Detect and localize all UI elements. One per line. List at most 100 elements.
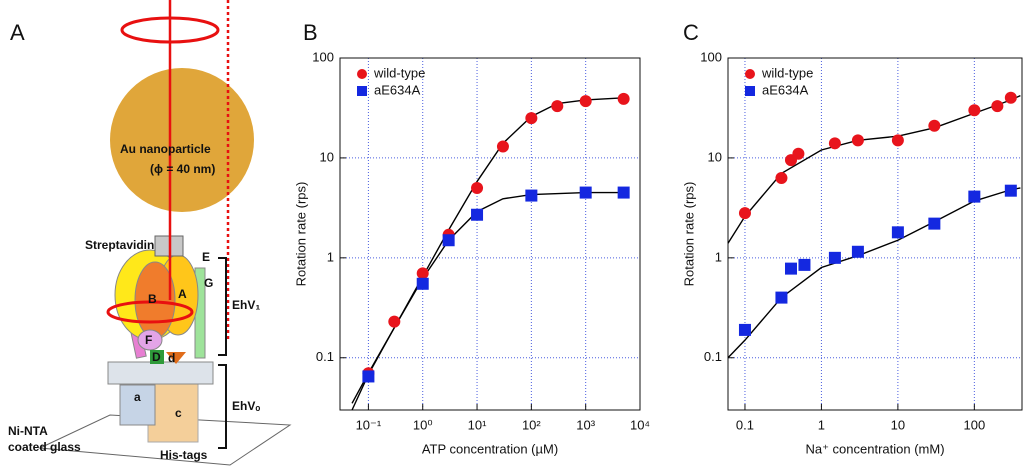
x-tick-label: 100 (963, 417, 985, 432)
diagram-label: G (204, 276, 213, 290)
y-tick-label: 100 (700, 49, 722, 64)
rotation-arrow (106, 300, 194, 324)
diagram-label: Streptavidin (85, 238, 154, 252)
diagram-label: Ni-NTA (8, 424, 48, 438)
diagram-label: F (145, 333, 152, 347)
diagram: Au nanoparticle (ϕ = 40 nm) Streptavidin… (8, 0, 292, 466)
rotation-arrow (120, 16, 220, 44)
legend-label: aE634A (762, 82, 809, 97)
marker (775, 291, 788, 304)
diagram-label: Au nanoparticle (120, 142, 211, 156)
marker (496, 140, 509, 153)
x-axis-label: ATP concentration (µM) (422, 441, 558, 456)
x-tick-label: 10³ (576, 417, 595, 432)
marker (551, 100, 564, 113)
panel-label: A (10, 20, 25, 45)
marker (968, 104, 981, 117)
marker (1004, 91, 1017, 104)
fit-line (727, 187, 1021, 359)
marker (784, 262, 797, 275)
x-tick-label: 10⁻¹ (356, 417, 382, 432)
marker (362, 370, 375, 383)
marker (579, 186, 592, 199)
y-axis-label: Rotation rate (rps) (681, 182, 696, 287)
nanoparticle (110, 68, 254, 212)
marker (442, 234, 455, 247)
x-tick-label: 1 (818, 417, 825, 432)
legend-marker (357, 86, 367, 96)
d-small (166, 352, 186, 364)
x-tick-label: 10⁰ (413, 417, 433, 432)
diagram-label: B (148, 292, 157, 306)
diagram-label: a (134, 390, 141, 404)
marker (828, 137, 841, 150)
y-tick-label: 1 (715, 249, 722, 264)
vo-top (107, 361, 214, 385)
marker (928, 217, 941, 230)
y-tick-label: 0.1 (316, 349, 334, 364)
x-axis-label: Na⁺ concentration (mM) (805, 441, 944, 456)
x-tick-label: 0.1 (736, 417, 754, 432)
panel-label: C (683, 20, 699, 45)
diagram-label: His-tags (160, 448, 208, 462)
marker (471, 181, 484, 194)
marker (828, 251, 841, 264)
diagram-label: d (168, 351, 175, 365)
d-subunit (150, 350, 164, 364)
plot-frame (727, 57, 1023, 411)
marker (851, 245, 864, 258)
marker (738, 323, 751, 336)
legend-label: wild-type (761, 65, 813, 80)
x-tick-label: 10⁴ (630, 417, 650, 432)
legend-marker (357, 69, 367, 79)
plot-frame (339, 57, 641, 411)
y-tick-label: 1 (327, 249, 334, 264)
marker (775, 171, 788, 184)
legend-marker (745, 69, 755, 79)
marker (798, 258, 811, 271)
marker (851, 134, 864, 147)
legend-marker (745, 86, 755, 96)
legend-label: aE634A (374, 82, 421, 97)
fit-line (351, 191, 624, 404)
x-tick-label: 10² (522, 417, 541, 432)
marker (579, 95, 592, 108)
diagram-label: D (152, 350, 161, 364)
diagram-label: E (202, 250, 210, 264)
bracket (218, 257, 227, 449)
marker (416, 277, 429, 290)
y-axis-label: Rotation rate (rps) (293, 182, 308, 287)
y-tick-label: 100 (312, 49, 334, 64)
diagram-label: coated glass (8, 440, 81, 454)
glass (38, 414, 292, 466)
marker (388, 315, 401, 328)
marker (891, 226, 904, 239)
diagram-label: EhV₁ (232, 298, 260, 312)
diagram-label: (ϕ = 40 nm) (150, 162, 215, 176)
marker (525, 112, 538, 125)
y-tick-label: 0.1 (704, 349, 722, 364)
marker (416, 267, 429, 280)
marker (1004, 184, 1017, 197)
y-tick-label: 10 (708, 149, 722, 164)
marker (792, 147, 805, 160)
panel-label: B (303, 20, 318, 45)
marker (617, 186, 630, 199)
marker (891, 134, 904, 147)
fit-line (351, 97, 624, 411)
marker (738, 207, 751, 220)
a-subunit (119, 384, 156, 426)
marker (968, 190, 981, 203)
diagram-label: A (178, 287, 187, 301)
marker (991, 100, 1004, 113)
x-tick-label: 10 (891, 417, 905, 432)
x-tick-label: 10¹ (468, 417, 487, 432)
diagram-label: EhVₒ (232, 399, 260, 413)
marker (525, 189, 538, 202)
diagram-label: c (175, 406, 182, 420)
legend-label: wild-type (373, 65, 425, 80)
y-tick-label: 10 (320, 149, 334, 164)
marker (928, 119, 941, 132)
